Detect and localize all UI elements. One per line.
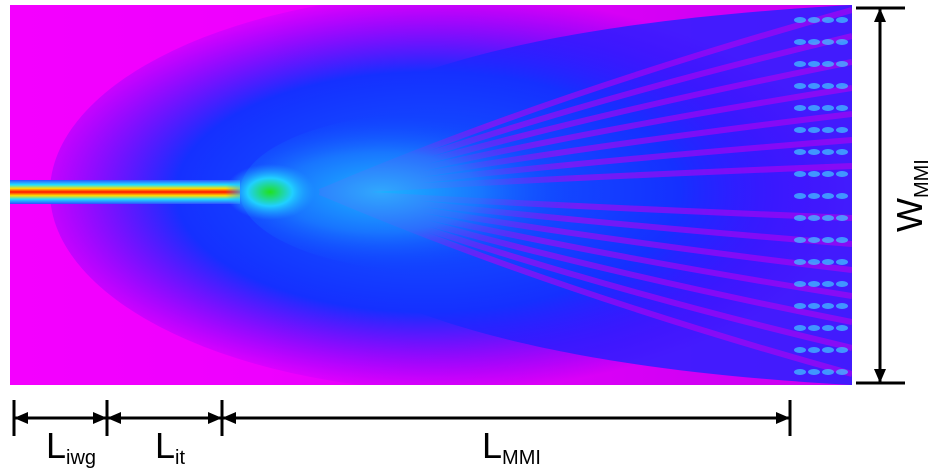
field-spot <box>822 281 834 287</box>
field-spot <box>794 237 806 243</box>
field-spot <box>822 171 834 177</box>
field-spot <box>808 215 820 221</box>
field-spot <box>822 127 834 133</box>
field-spot <box>836 83 848 89</box>
field-spot <box>808 325 820 331</box>
field-spot <box>836 325 848 331</box>
field-spot <box>822 303 834 309</box>
field-spot <box>794 281 806 287</box>
field-spot <box>822 61 834 67</box>
field-spot <box>836 105 848 111</box>
field-spot <box>836 39 848 45</box>
dimension-lines <box>12 6 905 436</box>
field-spot <box>808 281 820 287</box>
field-spot <box>794 39 806 45</box>
label-text: iwg <box>66 447 96 469</box>
field-spot <box>836 193 848 199</box>
field-spot <box>794 193 806 199</box>
label-text: it <box>175 447 185 469</box>
field-spot <box>836 369 848 375</box>
field-spot <box>794 17 806 23</box>
field-spot <box>794 325 806 331</box>
field-spot <box>836 281 848 287</box>
field-spot <box>808 61 820 67</box>
field-spot <box>794 347 806 353</box>
field-spot <box>808 127 820 133</box>
label-l-mmi: LMMI <box>482 425 541 469</box>
field-spot <box>822 83 834 89</box>
field-spot <box>794 61 806 67</box>
field-spot <box>794 259 806 265</box>
field-spot <box>836 171 848 177</box>
field-spot <box>836 61 848 67</box>
field-spot <box>822 17 834 23</box>
label-l-iwg: Liwg <box>46 425 96 469</box>
field-spot <box>808 83 820 89</box>
field-spot <box>808 39 820 45</box>
field-spot <box>822 215 834 221</box>
field-spot <box>822 193 834 199</box>
field-spot <box>808 17 820 23</box>
field-spot <box>808 171 820 177</box>
field-spot <box>822 347 834 353</box>
field-spot <box>794 215 806 221</box>
field-spot <box>836 17 848 23</box>
field-spot <box>822 149 834 155</box>
field-spot <box>808 259 820 265</box>
field-spot <box>808 193 820 199</box>
field-spot <box>822 105 834 111</box>
field-spot <box>822 369 834 375</box>
field-spot <box>822 237 834 243</box>
field-spot <box>808 347 820 353</box>
field-spot <box>836 127 848 133</box>
label-text: W <box>889 198 930 232</box>
label-text: L <box>482 425 502 466</box>
field-map <box>10 5 852 385</box>
field-spot <box>822 325 834 331</box>
field-spot <box>808 369 820 375</box>
field-spot <box>794 105 806 111</box>
field-spot <box>808 105 820 111</box>
field-spot <box>822 259 834 265</box>
field-spot <box>808 303 820 309</box>
field-spot <box>822 39 834 45</box>
field-spot <box>794 369 806 375</box>
label-w-mmi: WMMI <box>889 159 930 232</box>
field-spot <box>794 127 806 133</box>
label-l-it: Lit <box>155 425 185 469</box>
field-spot <box>794 149 806 155</box>
field-spot <box>794 171 806 177</box>
field-spot <box>836 237 848 243</box>
field-spot <box>794 83 806 89</box>
field-spot <box>836 303 848 309</box>
field-spot <box>794 303 806 309</box>
label-text: L <box>155 425 175 466</box>
field-spot <box>836 347 848 353</box>
label-text: L <box>46 425 66 466</box>
field-spot <box>808 237 820 243</box>
field-spot <box>836 215 848 221</box>
field-spot <box>808 149 820 155</box>
field-spot <box>836 259 848 265</box>
label-text: MMI <box>502 447 541 469</box>
field-spot <box>836 149 848 155</box>
label-text: MMI <box>911 159 930 198</box>
